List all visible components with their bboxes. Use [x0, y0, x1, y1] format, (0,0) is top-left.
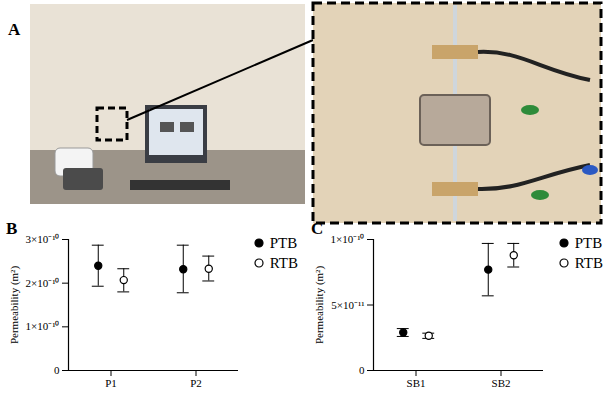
svg-text:5×10⁻¹¹: 5×10⁻¹¹ [331, 299, 364, 311]
html-text:C: C [311, 219, 324, 238]
html-text:A: A [8, 20, 21, 39]
svg-text:0: 0 [54, 364, 60, 376]
svg-text:3×10⁻¹⁰: 3×10⁻¹⁰ [25, 233, 59, 245]
svg-text:1×10⁻¹⁰: 1×10⁻¹⁰ [330, 233, 364, 245]
html-text:RTB: RTB [269, 254, 298, 271]
svg-text:P1: P1 [105, 377, 117, 389]
svg-text:Permeability (m²): Permeability (m²) [8, 266, 21, 344]
svg-text:1×10⁻¹⁰: 1×10⁻¹⁰ [25, 320, 59, 332]
svg-text:2×10⁻¹⁰: 2×10⁻¹⁰ [25, 277, 59, 289]
html-text:RTB: RTB [574, 254, 603, 271]
html-text:PTB: PTB [574, 234, 603, 251]
svg-text:P2: P2 [190, 377, 202, 389]
svg-text:SB2: SB2 [492, 377, 511, 389]
svg-text:SB1: SB1 [407, 377, 426, 389]
svg-text:0: 0 [359, 364, 365, 376]
html-text:B: B [6, 219, 18, 238]
svg-text:Permeability (m²): Permeability (m²) [313, 266, 326, 344]
html-text:PTB: PTB [269, 234, 298, 251]
